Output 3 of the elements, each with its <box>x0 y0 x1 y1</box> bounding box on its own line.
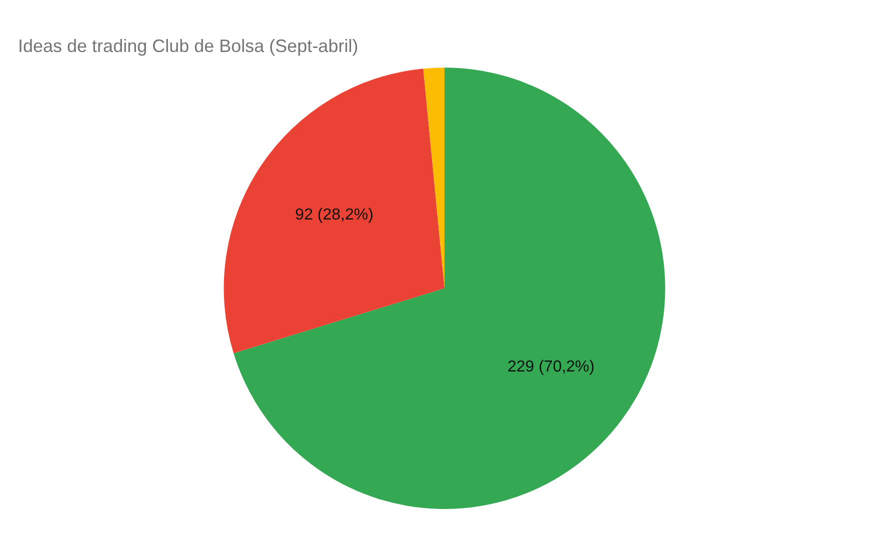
data-label: 92 (28,2%) <box>295 206 374 224</box>
chart-title: Ideas de trading Club de Bolsa (Sept-abril) <box>18 36 358 56</box>
data-label: 229 (70,2%) <box>507 358 595 376</box>
